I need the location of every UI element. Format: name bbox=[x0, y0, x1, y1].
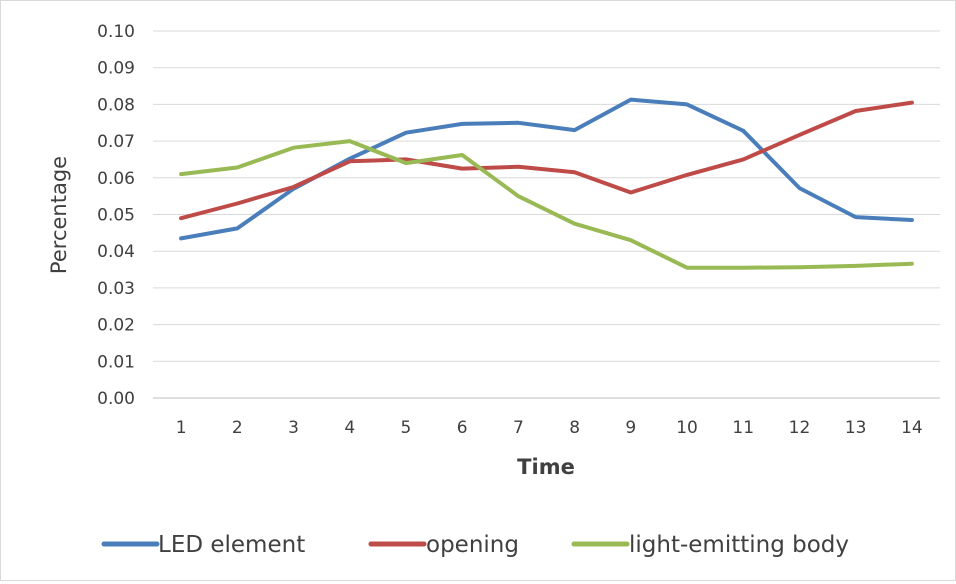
gridlines bbox=[153, 31, 940, 398]
y-tick-label: 0.03 bbox=[97, 279, 135, 299]
y-tick-label: 0.09 bbox=[97, 59, 135, 79]
legend-label: light-emitting body bbox=[629, 532, 849, 558]
y-tick-label: 0.02 bbox=[97, 316, 135, 336]
y-tick-label: 0.08 bbox=[97, 95, 135, 115]
y-axis-title: Percentage bbox=[47, 156, 71, 274]
x-tick-label: 5 bbox=[401, 418, 412, 438]
legend-label: LED element bbox=[158, 532, 305, 558]
y-tick-label: 0.04 bbox=[97, 242, 135, 262]
x-tick-label: 6 bbox=[457, 418, 468, 438]
y-tick-label: 0.01 bbox=[97, 352, 135, 372]
y-tick-label: 0.00 bbox=[97, 389, 135, 409]
x-tick-label: 3 bbox=[288, 418, 299, 438]
y-tick-label: 0.10 bbox=[97, 22, 135, 42]
x-tick-label: 4 bbox=[344, 418, 355, 438]
legend-label: opening bbox=[426, 532, 519, 558]
y-tick-label: 0.06 bbox=[97, 169, 135, 189]
series-line-3 bbox=[181, 141, 912, 268]
x-tick-label: 13 bbox=[845, 418, 867, 438]
x-tick-label: 10 bbox=[676, 418, 698, 438]
x-tick-label: 8 bbox=[569, 418, 580, 438]
x-tick-label: 12 bbox=[789, 418, 811, 438]
x-tick-label: 2 bbox=[232, 418, 243, 438]
y-tick-label: 0.05 bbox=[97, 206, 135, 226]
x-axis-title: Time bbox=[517, 455, 575, 479]
y-axis-tick-labels: 0.00 0.01 0.02 0.03 0.04 0.05 0.06 0.07 0.08 0.09… bbox=[97, 22, 135, 409]
x-tick-label: 9 bbox=[625, 418, 636, 438]
y-tick-label: 0.07 bbox=[97, 132, 135, 152]
x-tick-label: 14 bbox=[901, 418, 923, 438]
legend: LED element opening light-emitting body bbox=[104, 532, 849, 558]
series-lines bbox=[181, 100, 912, 268]
x-tick-label: 1 bbox=[176, 418, 187, 438]
x-tick-label: 11 bbox=[732, 418, 754, 438]
series-line-2 bbox=[181, 103, 912, 219]
x-tick-label: 7 bbox=[513, 418, 524, 438]
